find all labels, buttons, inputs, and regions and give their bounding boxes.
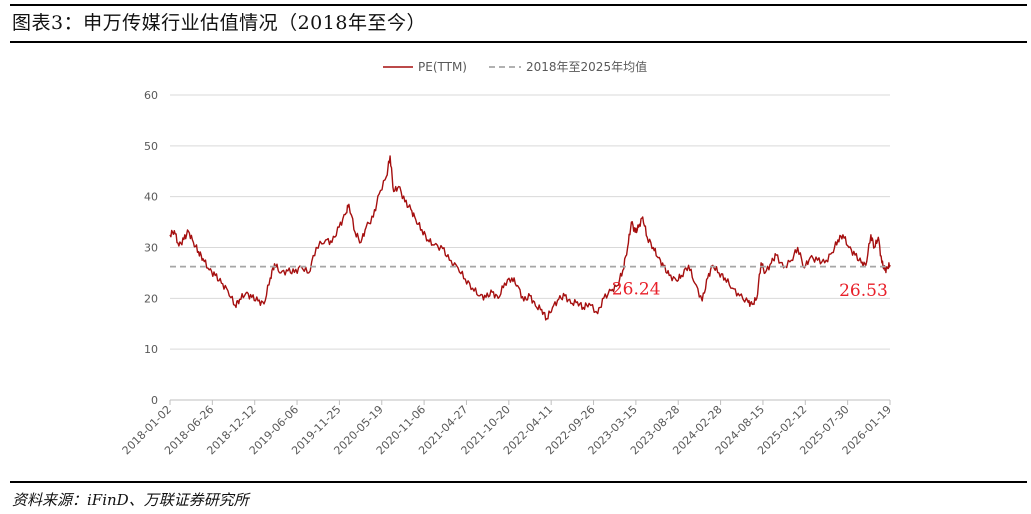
series-layer [169, 155, 891, 321]
footer-top-rule [10, 481, 1027, 483]
page-title: 图表3：申万传媒行业估值情况（2018年至今） [12, 12, 426, 34]
y-tick-label: 30 [144, 242, 158, 255]
axis-layer: 01020304050602018-01-022018-06-262018-12… [120, 89, 894, 457]
annotation-layer: 26.24 26.53 [612, 279, 888, 301]
annotation-label: 26.24 [612, 279, 661, 299]
y-tick-label: 20 [144, 292, 158, 305]
legend-average-label: 2018年至2025年均值 [526, 59, 647, 74]
chart-legend: PE(TTM) 2018年至2025年均值 [383, 59, 647, 74]
title-bottom-rule [10, 41, 1027, 43]
annotation-label: 26.53 [839, 281, 888, 301]
y-tick-label: 60 [144, 89, 158, 102]
grid-layer [170, 94, 890, 350]
y-tick-label: 40 [144, 191, 158, 204]
pe-ttm-series-line [169, 155, 891, 321]
legend-pe-label: PE(TTM) [418, 60, 467, 74]
y-tick-label: 10 [144, 343, 158, 356]
pe-chart: 01020304050602018-01-022018-06-262018-12… [120, 59, 894, 457]
y-tick-label: 50 [144, 140, 158, 153]
title-top-rule [10, 4, 1027, 6]
title-bar: 图表3：申万传媒行业估值情况（2018年至今） [0, 0, 1031, 44]
y-tick-label: 0 [151, 394, 158, 407]
source-note: 资料来源：iFinD、万联证券研究所 [12, 491, 249, 509]
